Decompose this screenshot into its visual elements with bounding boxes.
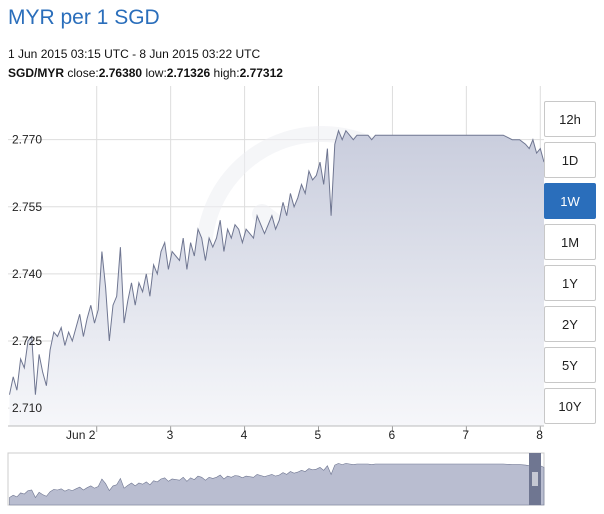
y-tick-label: 2.770 xyxy=(12,133,42,147)
pair-label: SGD/MYR xyxy=(8,66,65,80)
navigator-grip-icon xyxy=(532,472,538,486)
y-tick-label: 2.740 xyxy=(12,267,42,281)
period-button-2y[interactable]: 2Y xyxy=(544,306,596,342)
x-axis: Jun 2 3 4 5 6 7 8 xyxy=(8,425,544,442)
x-tick-label: 4 xyxy=(241,428,248,442)
x-tick-label: 5 xyxy=(315,428,322,442)
period-button-1d[interactable]: 1D xyxy=(544,142,596,178)
x-tick-label: 6 xyxy=(388,428,395,442)
x-tick-label: 3 xyxy=(167,428,174,442)
high-label: high: xyxy=(213,66,240,80)
low-value: 2.71326 xyxy=(166,66,211,80)
low-label: low: xyxy=(145,66,167,80)
high-value: 2.77312 xyxy=(239,66,283,80)
period-button-5y[interactable]: 5Y xyxy=(544,347,596,383)
period-selector: 12h 1D 1W 1M 1Y 2Y 5Y 10Y xyxy=(544,101,596,429)
x-tick-label: 7 xyxy=(462,428,469,442)
x-tick-label: 8 xyxy=(536,428,543,442)
page-title: MYR per 1 SGD xyxy=(8,6,160,29)
period-button-10y[interactable]: 10Y xyxy=(544,388,596,424)
period-button-1m[interactable]: 1M xyxy=(544,224,596,260)
y-tick-label: 2.725 xyxy=(12,334,42,348)
y-axis: 2.710 2.725 2.740 2.755 2.770 xyxy=(12,133,42,415)
x-tick-label: Jun 2 xyxy=(66,428,96,442)
navigator-area xyxy=(9,463,545,506)
stats-line: SGD/MYR close:2.76380 low:2.71326 high:2… xyxy=(8,66,283,80)
price-area xyxy=(9,130,544,426)
period-button-1w[interactable]: 1W xyxy=(544,183,596,219)
period-button-12h[interactable]: 12h xyxy=(544,101,596,137)
close-label: close: xyxy=(67,66,99,80)
y-tick-label: 2.710 xyxy=(12,401,42,415)
price-chart[interactable]: 2.710 2.725 2.740 2.755 2.770 Jun 2 3 4 5 6 7 8 xyxy=(0,84,604,444)
date-range: 1 Jun 2015 03:15 UTC - 8 Jun 2015 03:22 … xyxy=(8,47,261,61)
price-line xyxy=(9,129,545,395)
y-tick-label: 2.755 xyxy=(12,200,42,214)
period-button-1y[interactable]: 1Y xyxy=(544,265,596,301)
navigator[interactable] xyxy=(0,452,604,510)
close-value: 2.76380 xyxy=(98,66,143,80)
